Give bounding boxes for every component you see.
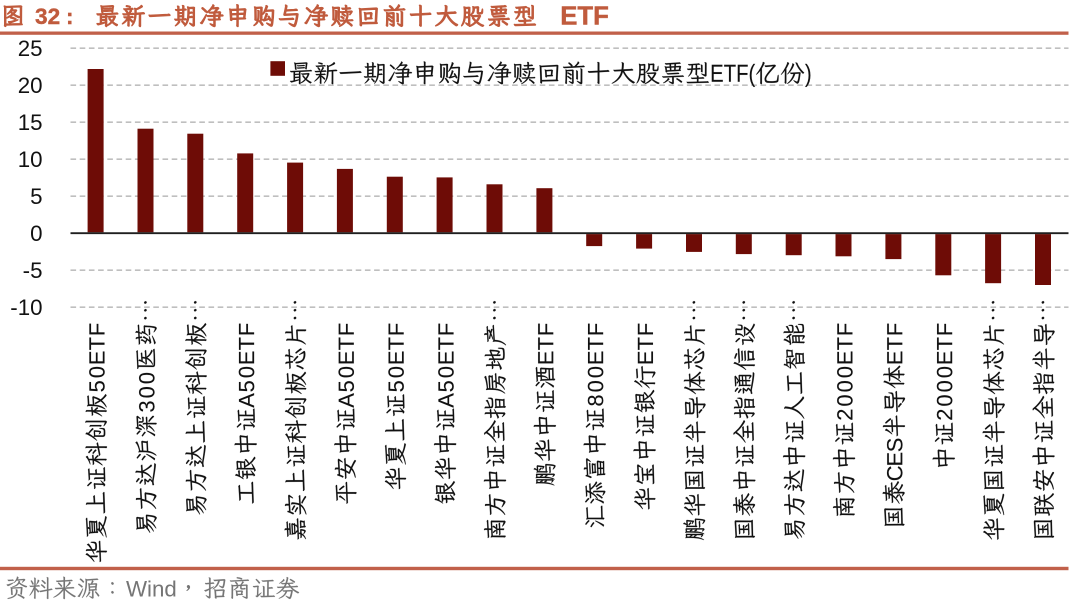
svg-text:25: 25 — [18, 36, 43, 61]
svg-text:ETF: ETF — [560, 2, 609, 30]
svg-text:20: 20 — [18, 73, 43, 98]
svg-text:0: 0 — [30, 221, 42, 246]
svg-text::: : — [66, 4, 74, 29]
svg-text:32: 32 — [35, 4, 60, 29]
svg-text:15: 15 — [18, 110, 43, 135]
svg-text:-10: -10 — [10, 295, 42, 320]
svg-text:5: 5 — [30, 184, 42, 209]
svg-text:Wind: Wind — [126, 577, 177, 602]
svg-text:10: 10 — [18, 147, 43, 172]
svg-text:-5: -5 — [23, 258, 43, 283]
